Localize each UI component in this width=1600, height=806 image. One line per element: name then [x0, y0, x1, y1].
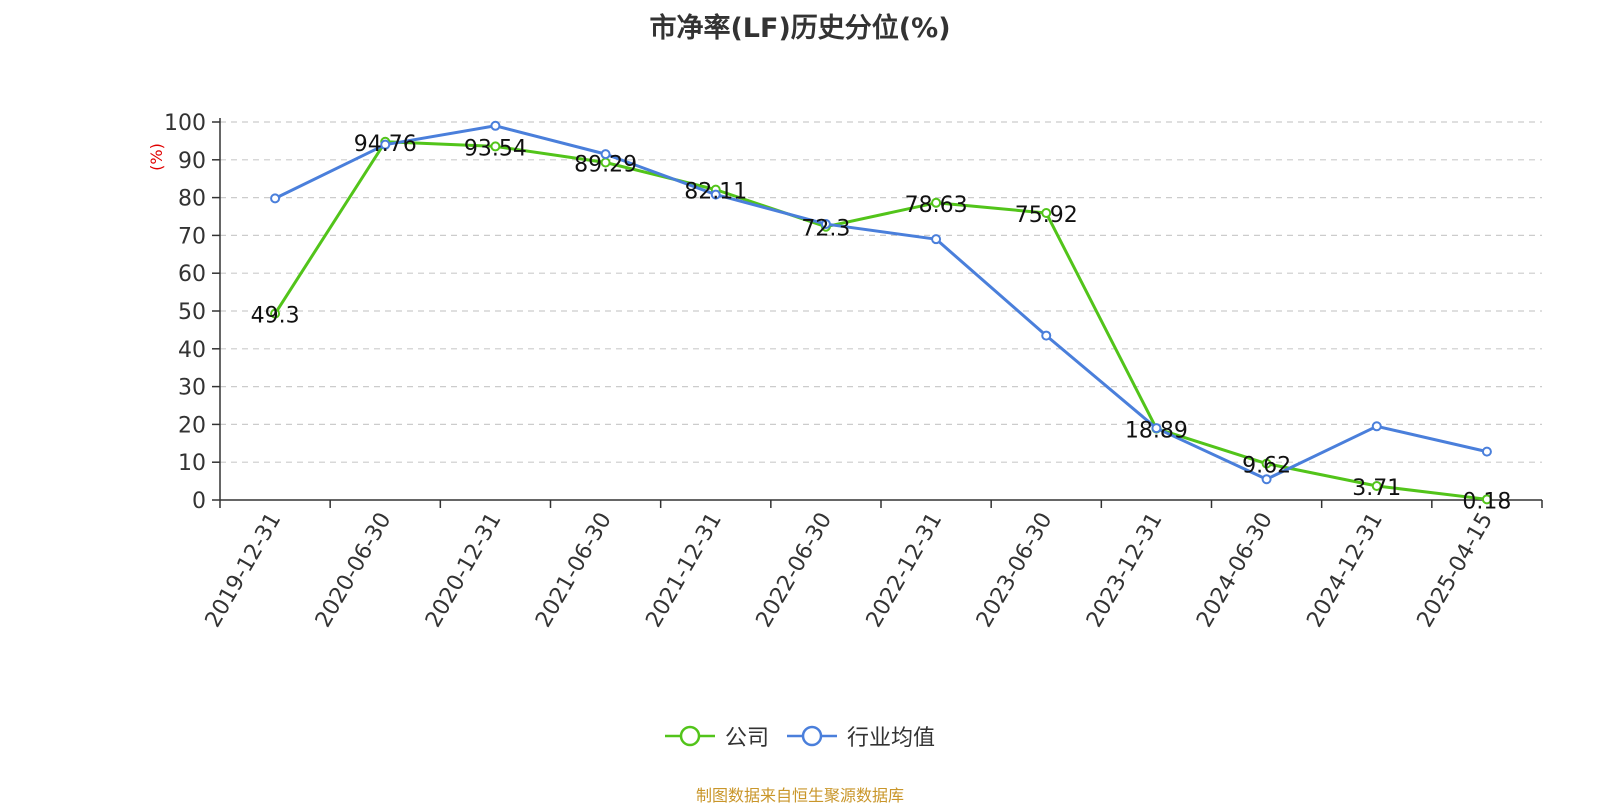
- data-source-note: 制图数据来自恒生聚源数据库: [695, 786, 904, 805]
- data-point: [1261, 474, 1272, 485]
- grid-lines: [220, 121, 1542, 463]
- y-tick-label: 70: [178, 224, 206, 249]
- y-tick-label: 100: [164, 111, 206, 136]
- data-label: 9.62: [1242, 454, 1291, 479]
- legend: 公司 行业均值: [0, 720, 1600, 752]
- x-tick-label: 2022-06-30: [752, 509, 838, 632]
- y-tick-label: 90: [178, 149, 206, 174]
- data-label: 82.11: [684, 180, 747, 205]
- legend-company-line-icon: [664, 725, 715, 747]
- y-tick-label: 60: [178, 262, 206, 287]
- data-label: 72.3: [801, 217, 850, 242]
- series-line-1: [274, 124, 1488, 481]
- y-tick-label: 40: [178, 338, 206, 363]
- x-tick-label: 2022-12-31: [862, 508, 948, 631]
- data-label: 3.71: [1352, 476, 1401, 501]
- data-label: 18.89: [1125, 419, 1188, 444]
- x-tick-label: 2020-06-30: [311, 509, 397, 632]
- data-point: [600, 149, 611, 160]
- legend-company-label: 公司: [724, 726, 769, 751]
- data-point: [1041, 330, 1052, 341]
- y-tick-label: 10: [178, 451, 206, 476]
- data-point: [1481, 494, 1492, 505]
- x-tick-label: 2021-06-30: [531, 509, 617, 632]
- series-line-0: [273, 140, 1488, 501]
- y-tick-label: 0: [192, 489, 206, 514]
- data-label: 49.3: [251, 304, 300, 329]
- data-point: [1151, 423, 1162, 434]
- x-tick-label: 2020-12-31: [421, 508, 507, 631]
- data-point: [1371, 480, 1382, 491]
- data-label: 0.18: [1462, 489, 1511, 514]
- data-point: [931, 197, 942, 208]
- data-labels: 49.3 94.76 93.54 89.29 82.11 72.3 78.63 75.92 18…: [251, 132, 1512, 515]
- data-point: [820, 219, 831, 230]
- chart-title: 市净率(LF)历史分位(%): [649, 13, 951, 44]
- data-point: [270, 193, 281, 204]
- data-label: 78.63: [905, 193, 968, 218]
- data-point: [710, 189, 721, 200]
- data-label: 89.29: [574, 152, 637, 177]
- y-axis-label: (%): [147, 143, 166, 171]
- legend-industry-label: 行业均值: [847, 726, 936, 751]
- data-point: [1371, 421, 1382, 432]
- y-tick-label: 30: [178, 376, 206, 401]
- line-chart: 0 10 20 30 40 50 60 70 80 90 100 2019-12-31 2020-06-…: [147, 111, 1543, 632]
- x-tick-label: 2023-06-30: [972, 509, 1058, 632]
- x-tick-label: 2025-04-15: [1413, 509, 1499, 632]
- x-tick-label: 2023-12-31: [1082, 509, 1168, 632]
- data-point: [490, 141, 501, 152]
- legend-item-industry-average[interactable]: 行业均值: [787, 720, 935, 752]
- data-point: [1261, 458, 1272, 469]
- x-tick-label: 2024-06-30: [1192, 509, 1278, 632]
- data-point: [931, 234, 942, 245]
- data-point: [1041, 208, 1052, 219]
- x-tick-label: 2019-12-31: [201, 509, 287, 632]
- data-point: [270, 308, 281, 319]
- data-label: 93.54: [464, 136, 527, 161]
- data-point: [490, 120, 501, 131]
- x-tick-label: 2021-12-31: [641, 509, 727, 632]
- legend-industry-line-icon: [787, 725, 837, 747]
- legend-item-company[interactable]: 公司: [664, 720, 769, 752]
- axes: 0 10 20 30 40 50 60 70 80 90 100 2019-12-31 2020-06-…: [164, 111, 1543, 632]
- series-lines: [270, 120, 1492, 505]
- data-label: 75.92: [1015, 203, 1078, 228]
- data-point: [1481, 446, 1492, 457]
- y-tick-label: 50: [178, 300, 206, 325]
- y-tick-label: 80: [178, 187, 206, 212]
- x-tick-label: 2024-12-31: [1302, 509, 1388, 632]
- y-tick-label: 20: [178, 413, 206, 438]
- data-label: 94.76: [354, 132, 417, 157]
- data-point: [380, 139, 391, 150]
